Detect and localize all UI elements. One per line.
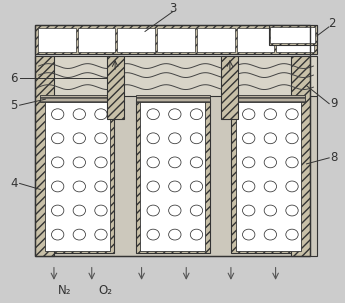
Bar [270,27,315,44]
Bar [107,55,124,119]
Bar [291,55,310,256]
Bar [38,28,76,52]
Bar [117,28,155,52]
Text: 9: 9 [330,97,338,110]
Bar [35,25,310,256]
Bar [40,99,114,253]
Bar [231,95,305,102]
Bar [276,28,314,52]
Bar [197,28,235,52]
Bar [140,101,205,251]
Bar [40,95,114,102]
Bar [236,101,300,251]
Text: N₂: N₂ [58,285,71,297]
Bar [136,99,210,253]
Bar [78,28,115,52]
Bar [136,95,210,102]
Bar [237,28,274,52]
Text: 4: 4 [10,177,18,190]
Bar [35,55,317,96]
Text: 5: 5 [10,99,18,112]
Text: 8: 8 [330,152,338,164]
Bar [221,55,238,119]
Text: 3: 3 [169,2,176,15]
Text: 2: 2 [328,18,336,30]
Text: 6: 6 [10,72,18,85]
Bar [269,25,317,45]
Bar [45,101,110,251]
Bar [157,28,195,52]
Bar [35,55,54,256]
Text: O₂: O₂ [98,285,112,297]
Bar [35,95,317,256]
Bar [35,25,317,54]
Bar [231,99,305,253]
